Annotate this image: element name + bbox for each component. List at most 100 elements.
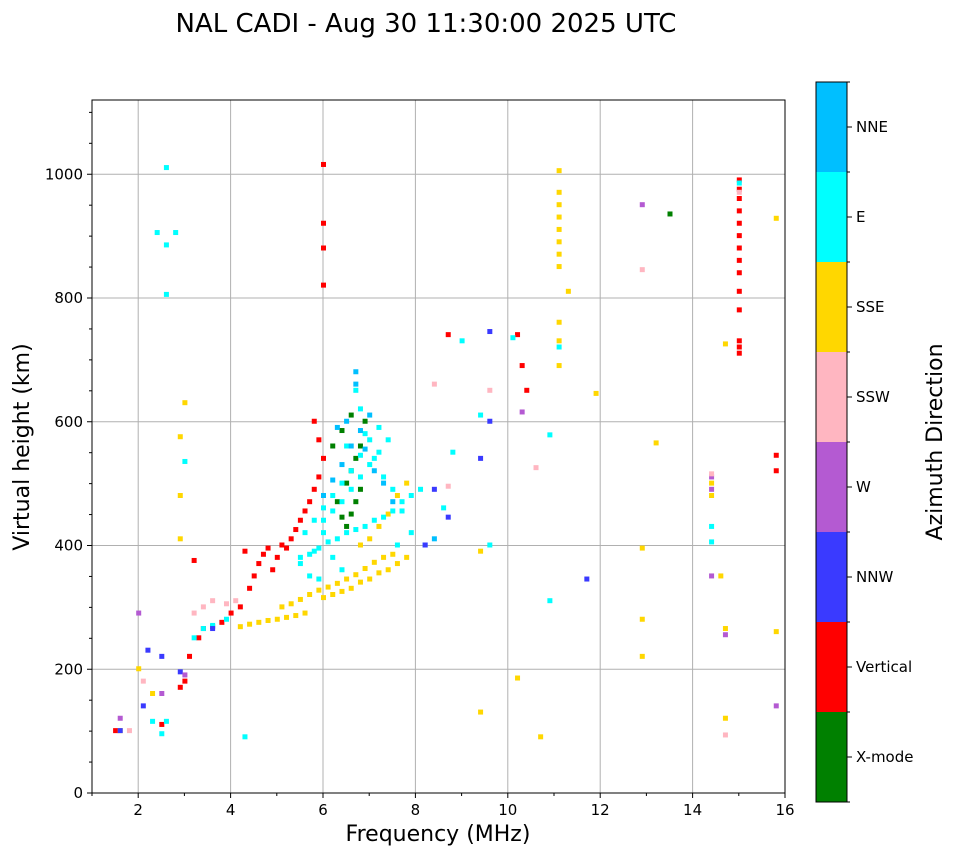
echo-point-sse [565,288,571,294]
echo-point-e [316,545,322,551]
echo-point-ssw [709,471,715,477]
echo-point-e [399,508,405,514]
echo-point-x-mode [344,480,350,486]
colorbar-segment-nne [816,82,847,172]
echo-point-sse [265,617,271,623]
echo-point-e [556,344,562,350]
echo-point-e [297,561,303,567]
echo-point-sse [177,434,183,440]
echo-point-sse [237,624,243,630]
echo-point-w [136,610,142,616]
echo-point-nne [431,536,437,542]
echo-point-e [408,493,414,498]
colorbar-tick-label: Vertical [856,658,912,676]
echo-point-vertical [736,196,742,201]
echo-point-sse [718,573,724,579]
echo-point-nne [367,412,373,418]
echo-point-ssw [445,483,451,489]
plot-background [92,100,785,793]
echo-point-vertical [270,567,276,573]
colorbar-segment-w [816,442,847,532]
echo-point-vertical [321,455,326,461]
echo-point-ssw [140,678,146,684]
echo-point-nne [353,369,359,375]
echo-point-vertical [260,551,266,557]
echo-point-vertical [177,684,183,690]
echo-point-e [307,551,313,557]
y-tick-label: 1000 [45,165,83,183]
x-tick-label: 12 [591,801,610,819]
echo-point-ssw [233,598,239,604]
echo-point-vertical [515,332,521,338]
echo-point-sse [182,400,188,406]
echo-point-vertical [736,245,742,251]
echo-point-sse [371,559,377,565]
echo-point-sse [556,168,562,174]
echo-point-sse [357,542,363,548]
colorbar-segments [816,82,847,802]
echo-point-vertical [316,474,322,480]
echo-point-sse [556,319,562,325]
echo-point-e [297,554,303,560]
echo-point-vertical [736,233,742,239]
x-tick-label: 8 [411,801,421,819]
echo-point-nnw [478,455,484,461]
echo-point-sse [177,493,183,498]
colorbar-tick-label: SSW [856,388,890,406]
echo-point-e [163,291,169,297]
echo-point-nnw [487,329,493,335]
echo-point-vertical [256,561,262,567]
echo-point-x-mode [357,443,363,449]
echo-point-w [709,474,715,480]
echo-point-vertical [265,545,271,551]
echo-point-vertical [736,288,742,294]
echo-point-nnw [145,647,151,653]
echo-point-sse [722,626,728,632]
echo-point-e [325,539,331,545]
echo-point-vertical [736,344,742,350]
echo-point-sse [381,554,387,560]
echo-point-sse [478,709,484,715]
echo-point-e [353,527,359,533]
echo-point-vertical [302,508,308,514]
echo-point-e [311,548,317,554]
echo-point-e [334,536,340,542]
echo-point-vertical [284,545,290,551]
colorbar-segment-sse [816,262,847,352]
echo-point-vertical [736,186,742,192]
echo-points [113,161,779,740]
colorbar-segment-nnw [816,532,847,622]
echo-point-e [348,486,354,492]
echo-point-e [709,539,715,545]
echo-point-sse [330,592,336,597]
echo-point-e [381,514,387,520]
echo-point-w [117,715,123,721]
echo-point-nnw [177,669,183,675]
echo-point-sse [348,585,354,591]
x-tick-label: 14 [683,801,702,819]
echo-point-ssw [210,598,216,604]
echo-point-nnw [117,728,123,734]
echo-point-e [357,452,363,458]
echo-point-vertical [196,635,202,641]
echo-point-e [242,734,248,740]
echo-point-vertical [187,653,193,659]
echo-point-e [321,530,326,536]
echo-point-vertical [228,610,234,616]
echo-point-e [150,718,156,724]
echo-point-e [348,468,354,474]
echo-point-sse [556,363,562,369]
echo-point-sse [556,239,562,245]
y-tick-label: 600 [54,413,83,431]
echo-point-nne [362,446,368,452]
colorbar-tick-label: W [856,478,871,496]
echo-point-x-mode [348,511,354,517]
echo-point-ssw [533,465,539,471]
echo-point-e [390,508,396,514]
echo-point-e [510,335,516,341]
echo-point-vertical [251,573,257,579]
echo-point-nnw [210,626,216,632]
echo-point-w [709,486,715,492]
echo-point-e [200,626,206,632]
